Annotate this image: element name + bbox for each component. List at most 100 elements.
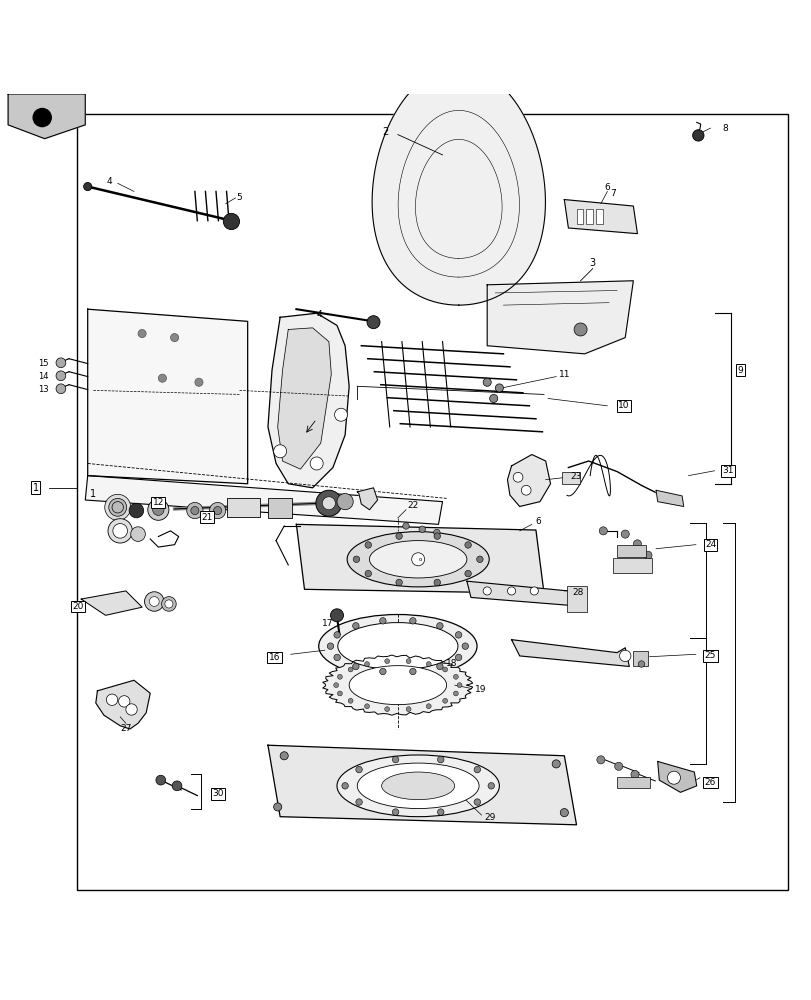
Circle shape: [530, 587, 538, 595]
Text: 1: 1: [32, 483, 39, 493]
Circle shape: [273, 445, 286, 458]
Circle shape: [32, 108, 52, 127]
Polygon shape: [657, 761, 696, 792]
Bar: [616, 545, 645, 557]
Circle shape: [113, 524, 127, 538]
Circle shape: [138, 329, 146, 338]
Polygon shape: [371, 67, 545, 305]
Circle shape: [409, 618, 415, 624]
Text: 5: 5: [236, 193, 242, 202]
Circle shape: [310, 457, 323, 470]
Circle shape: [106, 694, 118, 705]
Text: 4: 4: [316, 310, 321, 319]
Circle shape: [364, 662, 369, 666]
Circle shape: [406, 707, 410, 712]
Circle shape: [341, 783, 348, 789]
Circle shape: [195, 378, 203, 386]
Circle shape: [457, 683, 461, 688]
Circle shape: [105, 494, 131, 520]
Circle shape: [437, 756, 444, 763]
Circle shape: [327, 643, 333, 649]
Circle shape: [84, 183, 92, 191]
Bar: [586, 209, 592, 224]
Text: 8: 8: [721, 124, 727, 133]
Text: 10: 10: [617, 401, 629, 410]
Circle shape: [172, 781, 182, 791]
Circle shape: [380, 668, 386, 675]
Circle shape: [161, 597, 176, 611]
Bar: [268, 498, 292, 518]
Ellipse shape: [349, 666, 446, 705]
Circle shape: [442, 667, 447, 672]
Circle shape: [352, 623, 358, 629]
Circle shape: [402, 523, 409, 529]
Circle shape: [433, 533, 440, 539]
Circle shape: [476, 556, 483, 563]
Circle shape: [158, 374, 166, 382]
Circle shape: [599, 527, 607, 535]
Text: 20: 20: [72, 602, 84, 611]
Circle shape: [56, 358, 66, 368]
Circle shape: [109, 498, 127, 516]
Polygon shape: [507, 455, 550, 506]
Text: 22: 22: [406, 501, 418, 510]
Text: 15: 15: [38, 359, 49, 368]
Circle shape: [131, 527, 145, 541]
Circle shape: [315, 490, 341, 516]
Text: 27: 27: [120, 724, 131, 733]
Polygon shape: [277, 328, 331, 469]
Text: 4: 4: [107, 177, 112, 186]
Circle shape: [483, 587, 491, 595]
Circle shape: [433, 529, 440, 536]
Circle shape: [406, 659, 410, 664]
Circle shape: [455, 632, 461, 638]
Circle shape: [620, 530, 629, 538]
Polygon shape: [81, 591, 142, 615]
Text: 14: 14: [38, 372, 49, 381]
Circle shape: [437, 809, 444, 815]
Polygon shape: [357, 488, 377, 510]
Circle shape: [392, 756, 398, 763]
Text: 6: 6: [603, 183, 610, 192]
Ellipse shape: [347, 532, 488, 587]
Circle shape: [411, 553, 424, 566]
Polygon shape: [487, 281, 633, 354]
Polygon shape: [268, 313, 349, 488]
Text: 17: 17: [321, 619, 333, 628]
Text: 24: 24: [704, 540, 715, 549]
Circle shape: [348, 667, 353, 672]
Polygon shape: [511, 640, 629, 666]
Circle shape: [118, 696, 130, 707]
Circle shape: [129, 503, 144, 518]
Circle shape: [507, 587, 515, 595]
Circle shape: [560, 809, 568, 817]
Bar: [595, 209, 602, 224]
Circle shape: [453, 674, 457, 679]
Circle shape: [56, 384, 66, 394]
Circle shape: [223, 213, 239, 230]
Circle shape: [396, 579, 402, 586]
Circle shape: [573, 323, 586, 336]
Circle shape: [551, 760, 560, 768]
Circle shape: [513, 472, 522, 482]
Polygon shape: [296, 524, 543, 593]
Circle shape: [56, 371, 66, 381]
Text: 9: 9: [736, 366, 743, 375]
Text: 23: 23: [570, 472, 581, 481]
Circle shape: [643, 551, 651, 559]
Circle shape: [108, 519, 132, 543]
Circle shape: [337, 691, 342, 696]
Bar: [576, 209, 582, 224]
Circle shape: [209, 502, 225, 519]
Polygon shape: [85, 476, 442, 524]
Ellipse shape: [381, 772, 454, 800]
Text: 7: 7: [609, 189, 616, 198]
Circle shape: [667, 771, 680, 784]
Text: 2: 2: [382, 127, 388, 137]
Bar: [616, 777, 649, 788]
Circle shape: [380, 618, 386, 624]
Bar: [566, 586, 586, 612]
Bar: [227, 498, 260, 517]
Text: 28: 28: [572, 588, 583, 597]
Circle shape: [365, 570, 371, 577]
